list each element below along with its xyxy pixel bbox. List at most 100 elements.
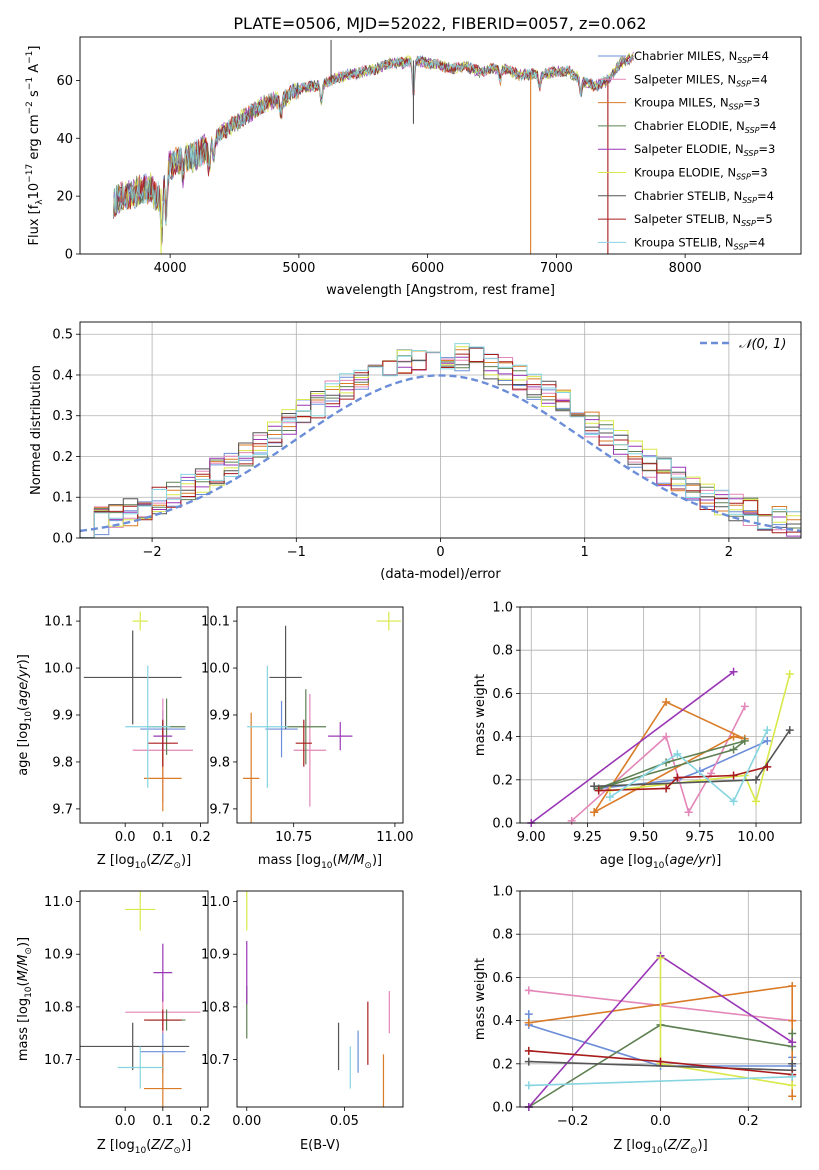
x-tick-label: 0.0 — [115, 830, 136, 845]
y-tick-label: 0.1 — [52, 491, 73, 506]
figure-title: PLATE=0506, MJD=52022, FIBERID=0057, z=0… — [233, 14, 646, 33]
y-tick-label: 9.9 — [52, 709, 73, 724]
mass-weight-vs-age-xlabel: age [log10(age/yr)] — [600, 853, 722, 871]
mass-vs-Z-ylabel: mass [log10(M/M⊙)] — [16, 937, 34, 1061]
x-tick-label: 10.75 — [275, 830, 312, 845]
spectrum-frame — [79, 36, 802, 255]
y-tick-label: 10.0 — [201, 662, 230, 677]
x-tick-label: 11.00 — [376, 830, 413, 845]
mass-vs-Z-xlabel: Z [log10(Z/Z⊙)] — [97, 1138, 191, 1156]
errorbar-point — [144, 1009, 182, 1031]
mass-weight-vs-Z-xlabel: Z [log10(Z/Z⊙)] — [613, 1138, 707, 1156]
y-tick-label: 10.9 — [44, 948, 73, 963]
x-tick-label: −0.2 — [557, 1114, 589, 1129]
x-tick-label: 0.1 — [152, 1114, 173, 1129]
errorbar-point — [376, 611, 401, 631]
spectrum-legend: Chabrier MILES, NSSP=4 Salpeter MILES, NS… — [598, 49, 776, 251]
y-tick-label: 0.4 — [492, 1014, 513, 1029]
weight-marker — [740, 702, 749, 711]
mass_weight_vs_age-ylabel: mass weight — [473, 674, 488, 756]
weight-marker — [752, 797, 761, 806]
y-tick-label: 0.2 — [492, 1057, 513, 1072]
errorbar-point — [144, 1054, 182, 1107]
y-tick-label: 10.1 — [44, 615, 73, 630]
spectrum-xlabel: wavelength [Angstrom, rest frame] — [326, 283, 555, 298]
spectrum-axes: 4000 5000 6000 7000 8000 0 20 40 60 — [56, 74, 701, 276]
weight-marker — [524, 986, 533, 995]
weight-marker — [763, 762, 772, 771]
y-tick-label: 9.7 — [52, 802, 73, 817]
x-tick-label: 0.0 — [650, 1114, 671, 1129]
legend-label: Kroupa MILES, NSSP=3 — [634, 96, 760, 112]
age_vs_Z-frame — [79, 606, 209, 824]
weight-marker — [524, 1046, 533, 1055]
legend-label: Chabrier MILES, NSSP=4 — [634, 49, 769, 65]
weight-marker — [763, 726, 772, 735]
y-tick-label: 0.4 — [492, 730, 513, 745]
weight-marker — [788, 1038, 797, 1047]
mass_weight_vs_Z-ylabel: mass weight — [473, 958, 488, 1040]
y-tick-label: 20 — [56, 190, 73, 205]
residual-histograms — [79, 343, 802, 539]
errorbar-point — [269, 625, 302, 730]
errorbar-point — [247, 665, 288, 788]
legend-label: Chabrier ELODIE, NSSP=4 — [634, 119, 776, 135]
legend-label: Kroupa STELIB, NSSP=4 — [634, 235, 765, 251]
mass_weight_vs_age-axes: 9.00 9.25 9.50 9.75 10.00 0.0 0.2 0.4 0.6 0.8 1.0 — [492, 601, 801, 845]
weight-marker — [605, 793, 614, 802]
residuals-frame — [79, 321, 802, 539]
histogram-series-9 — [80, 343, 801, 539]
age_vs_mass-points — [243, 611, 401, 823]
weight-marker — [729, 771, 738, 780]
errorbar-point — [295, 719, 312, 767]
age_vs_Z-axes: 0.0 0.1 0.2 9.7 9.8 9.9 10.0 10.1 — [44, 615, 211, 845]
mass_weight_vs_age-frame — [519, 606, 802, 824]
age_vs_mass-axes: 10.75 11.00 9.7 9.8 9.9 10.0 10.1 — [201, 615, 413, 845]
weight-marker — [524, 1018, 533, 1027]
weight-series-5 — [530, 671, 735, 824]
x-tick-label: 8000 — [669, 261, 702, 276]
x-tick-label: 4000 — [154, 261, 187, 276]
weight-marker — [590, 808, 599, 817]
errorbar-point — [125, 891, 156, 931]
y-tick-label: 0.0 — [492, 817, 513, 832]
residuals-axes: −2 −1 0 1 2 0.0 0.1 0.2 0.3 0.4 0.5 — [52, 322, 801, 560]
mass_vs_ebv-frame — [236, 890, 404, 1108]
legend-label: Salpeter STELIB, NSSP=5 — [634, 212, 773, 228]
weight-marker — [594, 786, 603, 795]
weight-marker — [788, 1029, 797, 1038]
weight-marker — [788, 1016, 797, 1025]
y-tick-label: 9.8 — [52, 755, 73, 770]
x-tick-label: 9.75 — [685, 830, 714, 845]
weight-marker — [740, 736, 749, 745]
y-tick-label: 0.4 — [52, 368, 73, 383]
y-tick-label: 60 — [56, 74, 73, 89]
legend-label: Salpeter ELODIE, NSSP=3 — [634, 142, 775, 158]
y-tick-label: 9.8 — [209, 755, 230, 770]
errorbar-point — [153, 943, 173, 1002]
y-tick-label: 1.0 — [492, 885, 513, 900]
mass_vs_ebv-axes: 0.00 0.05 10.7 10.8 10.9 11.0 — [201, 895, 359, 1129]
residuals-ylabel: Normed distribution — [29, 365, 44, 495]
y-tick-label: 0.6 — [492, 687, 513, 702]
errorbar-point — [328, 722, 353, 751]
mass_vs_ebv-points — [246, 891, 390, 1107]
weight-series-7 — [594, 729, 791, 788]
weight-marker — [656, 1057, 665, 1066]
weight-marker — [656, 953, 665, 962]
y-tick-label: 40 — [56, 132, 73, 147]
spectrum-series-8 — [113, 54, 634, 226]
weight-marker — [788, 1081, 797, 1090]
weight-marker — [729, 797, 738, 806]
mass_vs_Z-points — [80, 891, 201, 1107]
y-tick-label: 10.7 — [201, 1053, 230, 1068]
x-tick-label: 7000 — [540, 261, 573, 276]
weight-marker — [673, 773, 682, 782]
x-tick-label: 2 — [725, 545, 733, 560]
legend-label: Kroupa ELODIE, NSSP=3 — [634, 166, 768, 182]
y-tick-label: 0.2 — [492, 773, 513, 788]
weight-marker — [673, 749, 682, 758]
spectrum-series-9 — [113, 54, 634, 228]
weight-marker — [788, 1092, 797, 1101]
